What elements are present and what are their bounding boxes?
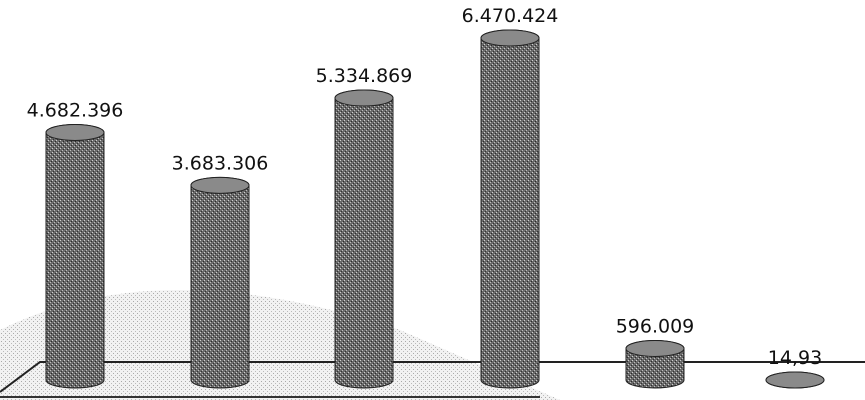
data-label: 596.009 — [616, 315, 695, 337]
cylinder — [190, 176, 250, 389]
cylinder-top — [190, 176, 250, 194]
data-label: 4.682.396 — [27, 100, 124, 122]
data-label: 6.470.424 — [462, 5, 559, 27]
cylinder-top — [45, 124, 105, 142]
data-label: 14,93 — [768, 347, 822, 369]
cylinder-top — [334, 89, 394, 107]
floor-shade — [0, 290, 560, 400]
cylinder-top — [480, 29, 540, 47]
floor-edge — [0, 361, 865, 393]
cylinder — [480, 29, 540, 389]
cylinder — [45, 124, 105, 389]
data-label: 5.334.869 — [316, 65, 413, 87]
cylinder-top — [765, 371, 825, 389]
cylinder — [334, 89, 394, 389]
cylinder-top — [625, 339, 685, 357]
data-label: 3.683.306 — [172, 152, 269, 174]
